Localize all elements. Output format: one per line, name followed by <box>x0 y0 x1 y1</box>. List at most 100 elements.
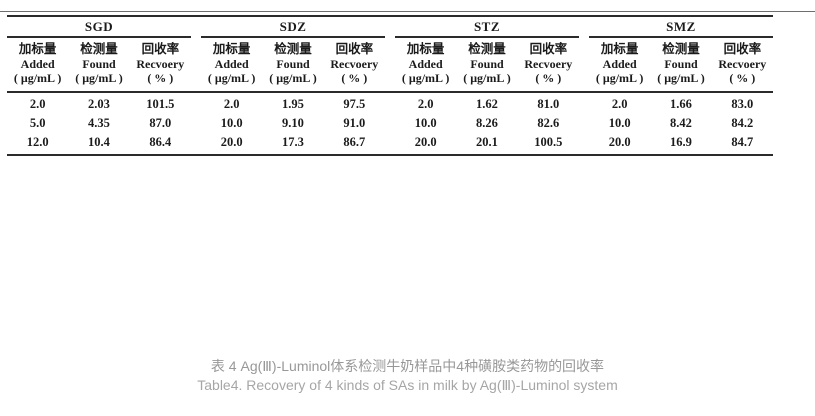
cell-recovery: 86.7 <box>343 135 366 149</box>
cell-added: 12.0 <box>26 135 49 149</box>
cell-found: 1.66 <box>670 97 692 111</box>
column-header-zh: 加标量 <box>600 42 639 56</box>
column-header-added: 加标量 Added ( μg/mL ) <box>7 42 68 86</box>
group-name-row: SGD SDZ STZ SMZ <box>7 17 773 38</box>
row-group-sgd: 12.0 10.4 86.4 <box>7 135 191 150</box>
group-name-sgd: SGD <box>7 17 191 38</box>
cell-recovery: 82.6 <box>537 116 560 130</box>
column-header-zh: 回收率 <box>141 42 180 56</box>
cell-found: 1.95 <box>282 97 304 111</box>
row-group-sdz: 2.0 1.95 97.5 <box>201 97 385 112</box>
column-header-zh: 检测量 <box>80 42 118 56</box>
column-header-unit: ( μg/mL ) <box>269 71 317 85</box>
table-caption-zh: 表 4 Ag(Ⅲ)-Luminol体系检测牛奶样品中4种磺胺类药物的回收率 <box>210 358 605 374</box>
column-header-unit: ( % ) <box>341 71 368 85</box>
cell-added: 2.0 <box>417 97 434 111</box>
column-header-zh: 回收率 <box>335 42 374 56</box>
table-row: 5.0 4.35 87.0 10.0 9.10 91.0 10.0 8.26 8… <box>7 114 773 133</box>
column-header-en: Recvoery <box>524 57 573 71</box>
cell-added: 5.0 <box>29 116 46 130</box>
cell-found: 17.3 <box>282 135 304 149</box>
column-header-unit: ( μg/mL ) <box>657 71 705 85</box>
column-header-recovery: 回收率 Recvoery ( % ) <box>324 42 385 86</box>
cell-recovery: 91.0 <box>343 116 366 130</box>
cell-found: 9.10 <box>282 116 304 130</box>
page-top-rule <box>0 11 815 12</box>
column-header-unit: ( μg/mL ) <box>463 71 511 85</box>
row-group-smz: 2.0 1.66 83.0 <box>589 97 773 112</box>
column-header-en: Found <box>470 57 504 71</box>
cell-added: 20.0 <box>220 135 243 149</box>
column-header-recovery: 回收率 Recvoery ( % ) <box>518 42 579 86</box>
column-header-en: Recvoery <box>718 57 767 71</box>
column-header-en: Found <box>276 57 310 71</box>
header-separator-rule <box>7 91 773 93</box>
column-header-zh: 加标量 <box>406 42 445 56</box>
table-caption-en: Table4. Recovery of 4 kinds of SAs in mi… <box>197 377 618 393</box>
cell-found: 4.35 <box>88 116 110 130</box>
column-header-unit: ( % ) <box>729 71 756 85</box>
cell-recovery: 84.7 <box>731 135 754 149</box>
column-header-zh: 检测量 <box>274 42 312 56</box>
column-header-unit: ( μg/mL ) <box>75 71 123 85</box>
column-header-zh: 回收率 <box>723 42 762 56</box>
column-header-en: Recvoery <box>330 57 379 71</box>
column-header-found: 检测量 Found ( μg/mL ) <box>262 42 323 86</box>
group-name-stz: STZ <box>395 17 579 38</box>
column-header-added: 加标量 Added ( μg/mL ) <box>395 42 456 86</box>
column-header-recovery: 回收率 Recvoery ( % ) <box>130 42 191 86</box>
table-row: 12.0 10.4 86.4 20.0 17.3 86.7 20.0 20.1 … <box>7 133 773 152</box>
cell-recovery: 87.0 <box>149 116 172 130</box>
cell-found: 16.9 <box>670 135 692 149</box>
column-header-found: 检测量 Found ( μg/mL ) <box>68 42 129 86</box>
column-header-zh: 检测量 <box>468 42 506 56</box>
cell-recovery: 101.5 <box>146 97 175 111</box>
header-group-sgd: 加标量 Added ( μg/mL ) 检测量 Found ( μg/mL ) … <box>7 42 191 86</box>
header-group-sdz: 加标量 Added ( μg/mL ) 检测量 Found ( μg/mL ) … <box>201 42 385 86</box>
row-group-sdz: 10.0 9.10 91.0 <box>201 116 385 131</box>
column-header-added: 加标量 Added ( μg/mL ) <box>201 42 262 86</box>
cell-found: 10.4 <box>88 135 110 149</box>
header-group-smz: 加标量 Added ( μg/mL ) 检测量 Found ( μg/mL ) … <box>589 42 773 86</box>
column-header-row: 加标量 Added ( μg/mL ) 检测量 Found ( μg/mL ) … <box>7 38 773 91</box>
cell-found: 20.1 <box>476 135 498 149</box>
column-header-found: 检测量 Found ( μg/mL ) <box>650 42 711 86</box>
cell-added: 2.0 <box>29 97 46 111</box>
row-group-sdz: 20.0 17.3 86.7 <box>201 135 385 150</box>
column-header-unit: ( μg/mL ) <box>13 71 62 85</box>
cell-found: 8.26 <box>476 116 498 130</box>
table-row: 2.0 2.03 101.5 2.0 1.95 97.5 2.0 1.62 81… <box>7 95 773 114</box>
cell-recovery: 81.0 <box>537 97 560 111</box>
column-header-zh: 加标量 <box>212 42 251 56</box>
row-group-stz: 10.0 8.26 82.6 <box>395 116 579 131</box>
column-header-zh: 检测量 <box>662 42 700 56</box>
row-group-stz: 20.0 20.1 100.5 <box>395 135 579 150</box>
cell-found: 8.42 <box>670 116 692 130</box>
cell-added: 10.0 <box>608 116 631 130</box>
row-group-sgd: 2.0 2.03 101.5 <box>7 97 191 112</box>
column-header-zh: 加标量 <box>18 42 57 56</box>
cell-recovery: 97.5 <box>343 97 366 111</box>
column-header-found: 检测量 Found ( μg/mL ) <box>456 42 517 86</box>
recovery-table: SGD SDZ STZ SMZ 加标量 Added ( μg/mL ) 检测量 … <box>7 15 773 156</box>
column-header-unit: ( μg/mL ) <box>401 71 450 85</box>
group-name-sdz: SDZ <box>201 17 385 38</box>
column-header-recovery: 回收率 Recvoery ( % ) <box>712 42 773 86</box>
column-header-unit: ( % ) <box>147 71 174 85</box>
cell-found: 1.62 <box>476 97 498 111</box>
column-header-en: Added <box>408 57 443 71</box>
column-header-unit: ( μg/mL ) <box>207 71 256 85</box>
group-name-smz: SMZ <box>589 17 773 38</box>
column-header-en: Found <box>82 57 116 71</box>
column-header-added: 加标量 Added ( μg/mL ) <box>589 42 650 86</box>
row-group-sgd: 5.0 4.35 87.0 <box>7 116 191 131</box>
column-header-en: Added <box>214 57 249 71</box>
cell-recovery: 100.5 <box>534 135 563 149</box>
column-header-unit: ( % ) <box>535 71 562 85</box>
cell-added: 10.0 <box>220 116 243 130</box>
column-header-en: Added <box>602 57 637 71</box>
row-group-smz: 10.0 8.42 84.2 <box>589 116 773 131</box>
cell-recovery: 83.0 <box>731 97 754 111</box>
column-header-en: Found <box>664 57 698 71</box>
column-header-zh: 回收率 <box>529 42 568 56</box>
